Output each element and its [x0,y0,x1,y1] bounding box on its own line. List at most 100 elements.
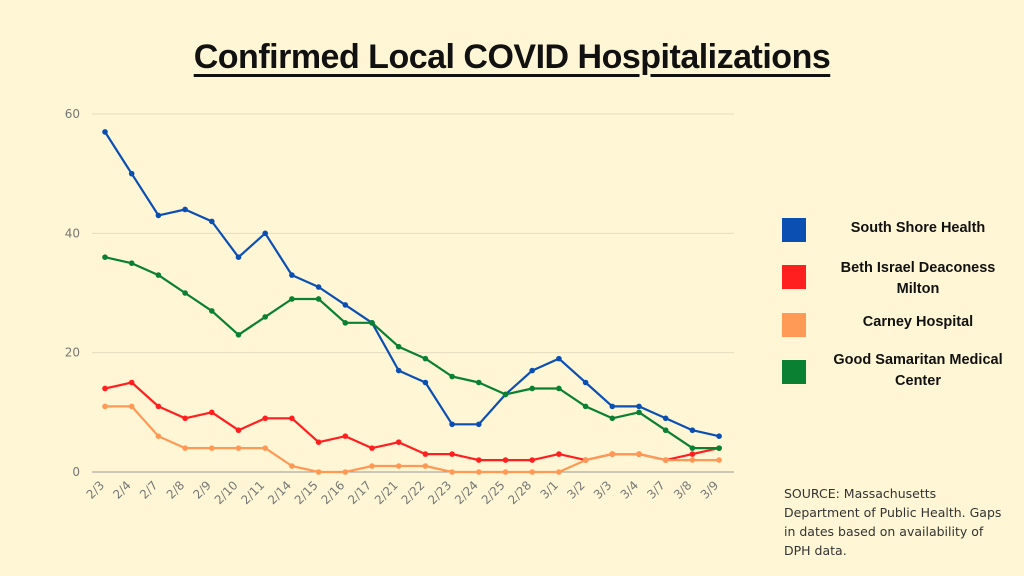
data-point [315,439,322,445]
series-line [105,405,720,474]
data-point [262,415,269,422]
legend-swatch [782,313,806,337]
data-point [395,439,402,445]
data-point [529,385,535,392]
data-point [315,284,322,290]
x-tick-label: 2/3 [84,478,108,502]
data-point [636,409,642,416]
series-0 [102,129,722,440]
x-tick-label: 2/4 [110,478,134,502]
data-point [182,445,188,451]
data-point [128,403,135,410]
x-tick-label: 2/23 [425,478,454,507]
data-point [529,367,535,374]
source-note: SOURCE: Massachusetts Department of Publ… [784,486,1002,558]
data-point [289,296,295,302]
data-point [315,296,322,302]
data-point [155,433,162,440]
data-point [128,260,135,266]
data-point [369,445,375,451]
series-3 [102,254,722,451]
data-point [422,379,429,386]
legend-item-beth-israel: Beth Israel Deaconess Milton [782,256,1012,300]
x-tick-label: 2/25 [479,478,508,507]
data-point [235,331,242,338]
data-point [716,457,722,463]
x-tick-label: 2/21 [372,478,401,507]
x-tick-label: 2/7 [137,478,161,502]
x-tick-label: 3/3 [591,478,615,502]
series-lines [102,129,722,475]
data-point [155,403,162,410]
data-point [209,409,215,416]
data-point [289,272,295,278]
data-point [609,403,616,410]
legend-label: Carney Hospital [862,314,974,330]
data-point [182,290,188,296]
data-point [102,385,108,392]
data-point [155,212,162,219]
data-point [395,343,402,350]
y-tick-label: 40 [65,226,80,240]
data-point [422,451,429,457]
data-point [502,469,509,475]
data-point [502,457,509,463]
data-point [476,457,482,463]
data-point [182,415,188,422]
legend-item-south-shore: South Shore Health [782,200,1012,244]
series-line [104,131,720,438]
legend-label: Good Samaritan Medical Center [833,352,1003,389]
data-point [209,445,215,451]
data-point [689,427,696,434]
x-tick-label: 3/7 [644,478,668,502]
data-point [689,451,696,457]
data-point [369,320,375,326]
data-point [422,463,429,469]
series-1 [102,379,722,463]
data-point [395,463,402,469]
data-point [449,421,455,428]
data-point [582,379,589,386]
y-tick-label: 0 [72,465,80,479]
legend-swatch [782,218,806,242]
data-point [609,415,616,422]
y-tick-label: 60 [65,107,80,121]
data-point [315,469,322,475]
data-point [128,170,135,177]
data-point [289,415,295,422]
data-point [262,230,269,237]
data-point [395,367,402,374]
data-point [582,403,589,410]
data-point [476,421,482,428]
data-point [209,308,215,314]
y-tick-label: 20 [65,346,80,360]
data-point [342,320,349,326]
data-point [662,427,669,434]
legend-item-good-samaritan: Good Samaritan Medical Center [782,350,1012,394]
data-point [342,433,349,440]
data-point [529,469,535,475]
data-point [449,373,455,380]
data-point [342,302,349,308]
data-point [235,445,242,451]
series-2 [102,403,722,475]
data-point [449,469,455,475]
x-tick-label: 2/11 [238,478,267,507]
x-tick-label: 2/8 [164,478,188,502]
x-tick-label: 2/10 [212,478,241,507]
legend-swatch [782,265,806,289]
data-point [182,206,188,213]
x-tick-label: 3/9 [698,478,722,502]
x-tick-label: 2/28 [505,478,534,507]
data-point [102,254,108,260]
data-point [102,403,108,410]
data-point [662,457,669,463]
x-tick-label: 3/2 [564,478,588,502]
data-point [716,445,722,451]
data-point [128,379,135,386]
legend-label: South Shore Health [850,220,986,236]
data-point [289,463,295,469]
data-point [609,451,616,457]
